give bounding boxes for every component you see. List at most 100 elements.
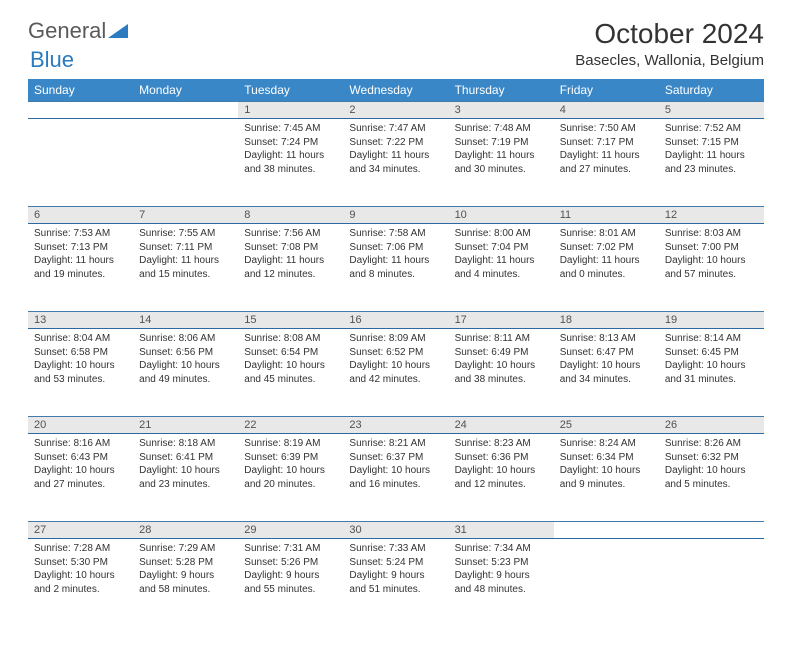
sunrise-text: Sunrise: 7:34 AM <box>455 542 548 556</box>
sunset-text: Sunset: 6:32 PM <box>665 451 758 465</box>
weekday-header: Wednesday <box>343 79 448 102</box>
day-cell: Sunrise: 8:06 AMSunset: 6:56 PMDaylight:… <box>133 329 238 417</box>
day-number-cell: 17 <box>449 312 554 329</box>
weekday-header: Friday <box>554 79 659 102</box>
sunset-text: Sunset: 7:15 PM <box>665 136 758 150</box>
day-number: 11 <box>560 209 571 221</box>
day-cell: Sunrise: 8:19 AMSunset: 6:39 PMDaylight:… <box>238 434 343 522</box>
day-number-cell: 16 <box>343 312 448 329</box>
day-number-cell: 24 <box>449 417 554 434</box>
day-number-cell: 8 <box>238 207 343 224</box>
month-title: October 2024 <box>575 18 764 50</box>
day-number-cell: 23 <box>343 417 448 434</box>
daylight-text: Daylight: 11 hours and 0 minutes. <box>560 254 653 281</box>
sunset-text: Sunset: 5:26 PM <box>244 556 337 570</box>
day-cell: Sunrise: 7:55 AMSunset: 7:11 PMDaylight:… <box>133 224 238 312</box>
day-number: 24 <box>455 419 467 431</box>
sunrise-text: Sunrise: 8:14 AM <box>665 332 758 346</box>
daylight-text: Daylight: 10 hours and 9 minutes. <box>560 464 653 491</box>
day-number: 7 <box>139 209 145 221</box>
sunset-text: Sunset: 7:04 PM <box>455 241 548 255</box>
daylight-text: Daylight: 11 hours and 12 minutes. <box>244 254 337 281</box>
day-number-cell: 31 <box>449 522 554 539</box>
daynum-row: 6789101112 <box>28 207 764 224</box>
daylight-text: Daylight: 11 hours and 38 minutes. <box>244 149 337 176</box>
day-cell: Sunrise: 8:24 AMSunset: 6:34 PMDaylight:… <box>554 434 659 522</box>
day-cell: Sunrise: 7:52 AMSunset: 7:15 PMDaylight:… <box>659 119 764 207</box>
day-number-cell: 27 <box>28 522 133 539</box>
sunrise-text: Sunrise: 8:01 AM <box>560 227 653 241</box>
day-number: 20 <box>34 419 46 431</box>
day-cell: Sunrise: 8:03 AMSunset: 7:00 PMDaylight:… <box>659 224 764 312</box>
sunrise-text: Sunrise: 7:55 AM <box>139 227 232 241</box>
day-cell: Sunrise: 8:26 AMSunset: 6:32 PMDaylight:… <box>659 434 764 522</box>
day-number-cell: 7 <box>133 207 238 224</box>
sunrise-text: Sunrise: 7:56 AM <box>244 227 337 241</box>
day-number-cell: 9 <box>343 207 448 224</box>
daylight-text: Daylight: 10 hours and 16 minutes. <box>349 464 442 491</box>
daynum-row: 2728293031 <box>28 522 764 539</box>
logo-text-blue: Blue <box>30 47 74 72</box>
daylight-text: Daylight: 10 hours and 49 minutes. <box>139 359 232 386</box>
calendar-body: 12345Sunrise: 7:45 AMSunset: 7:24 PMDayl… <box>28 102 764 627</box>
day-number: 27 <box>34 524 46 536</box>
location: Basecles, Wallonia, Belgium <box>575 52 764 69</box>
daylight-text: Daylight: 10 hours and 57 minutes. <box>665 254 758 281</box>
sunset-text: Sunset: 5:23 PM <box>455 556 548 570</box>
day-cell <box>659 539 764 627</box>
sunset-text: Sunset: 5:24 PM <box>349 556 442 570</box>
day-number-cell: 21 <box>133 417 238 434</box>
sunrise-text: Sunrise: 7:33 AM <box>349 542 442 556</box>
sunset-text: Sunset: 7:22 PM <box>349 136 442 150</box>
day-number-cell: 2 <box>343 102 448 119</box>
sunset-text: Sunset: 6:47 PM <box>560 346 653 360</box>
day-number: 26 <box>665 419 677 431</box>
day-number-cell: 3 <box>449 102 554 119</box>
calendar-head: Sunday Monday Tuesday Wednesday Thursday… <box>28 79 764 102</box>
day-number-cell: 22 <box>238 417 343 434</box>
day-cell: Sunrise: 7:56 AMSunset: 7:08 PMDaylight:… <box>238 224 343 312</box>
daylight-text: Daylight: 10 hours and 20 minutes. <box>244 464 337 491</box>
day-number: 16 <box>349 314 361 326</box>
day-number: 18 <box>560 314 572 326</box>
daylight-text: Daylight: 9 hours and 55 minutes. <box>244 569 337 596</box>
weekday-header: Monday <box>133 79 238 102</box>
day-number-cell: 25 <box>554 417 659 434</box>
day-cell: Sunrise: 8:01 AMSunset: 7:02 PMDaylight:… <box>554 224 659 312</box>
day-number: 30 <box>349 524 361 536</box>
day-number-cell: 18 <box>554 312 659 329</box>
day-number: 9 <box>349 209 355 221</box>
day-number-cell: 15 <box>238 312 343 329</box>
day-cell: Sunrise: 8:00 AMSunset: 7:04 PMDaylight:… <box>449 224 554 312</box>
day-cell: Sunrise: 8:16 AMSunset: 6:43 PMDaylight:… <box>28 434 133 522</box>
day-cell: Sunrise: 7:45 AMSunset: 7:24 PMDaylight:… <box>238 119 343 207</box>
day-cell: Sunrise: 8:04 AMSunset: 6:58 PMDaylight:… <box>28 329 133 417</box>
sunrise-text: Sunrise: 8:18 AM <box>139 437 232 451</box>
day-number: 13 <box>34 314 46 326</box>
day-cell <box>554 539 659 627</box>
sunrise-text: Sunrise: 7:31 AM <box>244 542 337 556</box>
daylight-text: Daylight: 11 hours and 23 minutes. <box>665 149 758 176</box>
logo-text-general: General <box>28 18 106 44</box>
day-cell: Sunrise: 8:14 AMSunset: 6:45 PMDaylight:… <box>659 329 764 417</box>
sunrise-text: Sunrise: 8:03 AM <box>665 227 758 241</box>
sunset-text: Sunset: 6:43 PM <box>34 451 127 465</box>
weekday-row: Sunday Monday Tuesday Wednesday Thursday… <box>28 79 764 102</box>
day-number-cell: 5 <box>659 102 764 119</box>
day-cell: Sunrise: 7:50 AMSunset: 7:17 PMDaylight:… <box>554 119 659 207</box>
day-cell <box>28 119 133 207</box>
daylight-text: Daylight: 11 hours and 15 minutes. <box>139 254 232 281</box>
sunset-text: Sunset: 7:00 PM <box>665 241 758 255</box>
sunset-text: Sunset: 7:24 PM <box>244 136 337 150</box>
sunrise-text: Sunrise: 8:06 AM <box>139 332 232 346</box>
day-cell: Sunrise: 8:23 AMSunset: 6:36 PMDaylight:… <box>449 434 554 522</box>
week-row: Sunrise: 8:16 AMSunset: 6:43 PMDaylight:… <box>28 434 764 522</box>
day-number-cell: 4 <box>554 102 659 119</box>
sunrise-text: Sunrise: 7:48 AM <box>455 122 548 136</box>
daylight-text: Daylight: 11 hours and 30 minutes. <box>455 149 548 176</box>
day-number-cell <box>659 522 764 539</box>
day-number: 17 <box>455 314 467 326</box>
sunrise-text: Sunrise: 8:11 AM <box>455 332 548 346</box>
day-cell: Sunrise: 8:09 AMSunset: 6:52 PMDaylight:… <box>343 329 448 417</box>
day-number-cell <box>28 102 133 119</box>
